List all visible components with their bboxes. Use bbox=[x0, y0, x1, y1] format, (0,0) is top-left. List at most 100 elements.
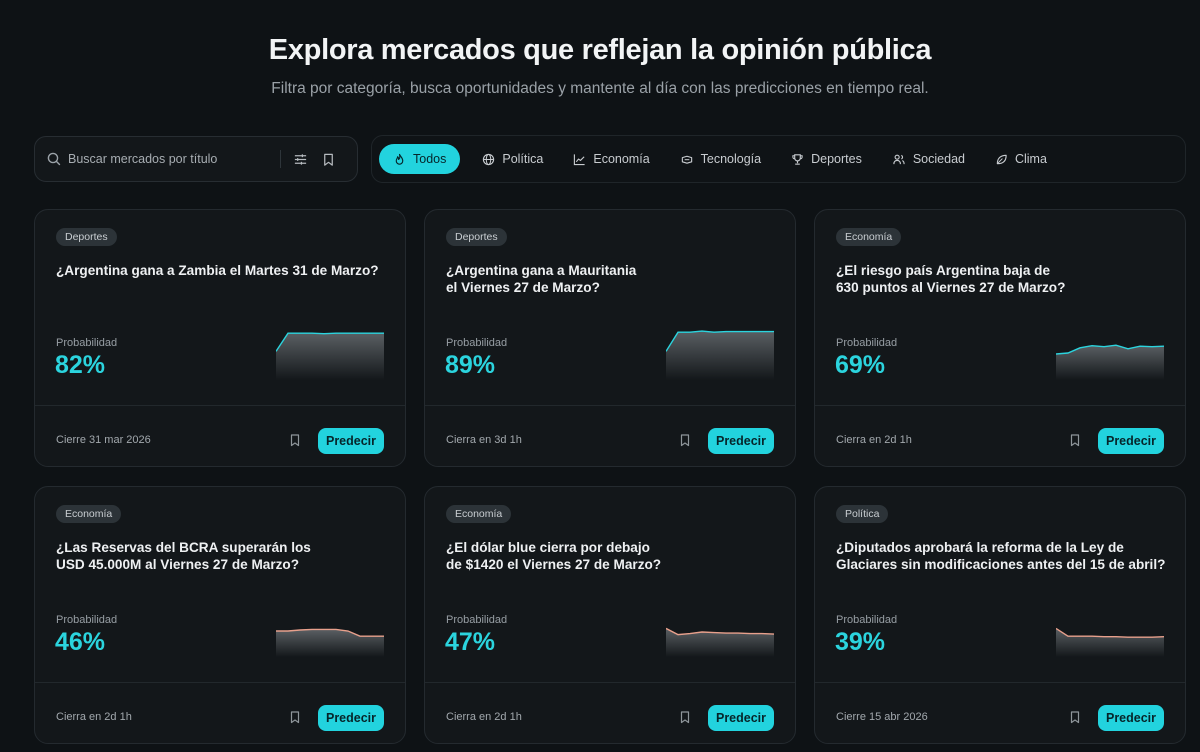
search-divider bbox=[280, 150, 281, 168]
sparkline-line bbox=[276, 332, 384, 352]
tab-label: Todos bbox=[413, 152, 447, 166]
probability-label: Probabilidad bbox=[836, 337, 898, 349]
line-chart-icon bbox=[574, 153, 585, 165]
leaf-icon bbox=[996, 154, 1007, 164]
card-divider bbox=[815, 405, 1185, 406]
market-card[interactable]: Economía ¿El dólar blue cierra por debaj… bbox=[424, 486, 796, 744]
filter-button[interactable] bbox=[291, 150, 309, 168]
close-date: Cierra en 2d 1h bbox=[446, 711, 522, 723]
tab-label: Política bbox=[502, 152, 544, 166]
probability-label: Probabilidad bbox=[446, 337, 508, 349]
market-title[interactable]: ¿Argentina gana a Mauritania el Viernes … bbox=[446, 263, 637, 295]
category-badge: Economía bbox=[836, 228, 902, 246]
search-bar bbox=[34, 136, 358, 182]
probability-value: 39% bbox=[835, 628, 886, 656]
bookmark-icon[interactable] bbox=[1068, 710, 1082, 724]
market-title[interactable]: ¿Las Reservas del BCRA superarán los USD… bbox=[56, 540, 311, 572]
probability-sparkline bbox=[1056, 344, 1164, 380]
card-divider bbox=[425, 405, 795, 406]
bookmark-icon[interactable] bbox=[288, 710, 302, 724]
bookmark-icon[interactable] bbox=[678, 433, 692, 447]
probability-sparkline bbox=[1056, 627, 1164, 657]
tab-politica[interactable]: Política bbox=[470, 144, 555, 174]
tab-sociedad[interactable]: Sociedad bbox=[880, 144, 977, 174]
tab-label: Clima bbox=[1014, 152, 1047, 166]
globe-icon bbox=[483, 153, 495, 165]
tab-label: Tecnología bbox=[700, 152, 762, 166]
flame-icon bbox=[395, 153, 404, 165]
bookmark-icon[interactable] bbox=[288, 433, 302, 447]
bookmark-icon[interactable] bbox=[1068, 433, 1082, 447]
category-badge: Política bbox=[836, 505, 889, 523]
category-badge: Deportes bbox=[446, 228, 507, 246]
probability-value: 69% bbox=[835, 351, 886, 379]
market-title[interactable]: ¿El riesgo país Argentina baja de 630 pu… bbox=[836, 263, 1066, 295]
probability-sparkline bbox=[666, 627, 774, 657]
category-badge: Economía bbox=[56, 505, 122, 523]
probability-label: Probabilidad bbox=[56, 614, 118, 626]
tab-label: Sociedad bbox=[912, 152, 965, 166]
users-icon bbox=[893, 154, 905, 164]
tab-clima[interactable]: Clima bbox=[983, 144, 1059, 174]
probability-sparkline bbox=[276, 332, 384, 380]
market-card[interactable]: Deportes ¿Argentina gana a Mauritania el… bbox=[424, 209, 796, 467]
market-title[interactable]: ¿Argentina gana a Zambia el Martes 31 de… bbox=[56, 263, 379, 278]
trophy-icon bbox=[792, 153, 803, 165]
close-date: Cierra en 2d 1h bbox=[836, 434, 912, 446]
predict-button[interactable]: Predecir bbox=[708, 705, 774, 731]
sparkline-line bbox=[1056, 627, 1164, 638]
chip-icon bbox=[681, 155, 692, 164]
tab-deportes[interactable]: Deportes bbox=[779, 144, 874, 174]
probability-value: 46% bbox=[55, 628, 106, 656]
market-card[interactable]: Deportes ¿Argentina gana a Zambia el Mar… bbox=[34, 209, 406, 467]
category-badge: Deportes bbox=[56, 228, 117, 246]
probability-sparkline bbox=[276, 628, 384, 657]
tab-economia[interactable]: Economía bbox=[561, 144, 661, 174]
close-date: Cierre 31 mar 2026 bbox=[56, 434, 151, 446]
sparkline-line bbox=[1056, 344, 1164, 355]
market-title[interactable]: ¿Diputados aprobará la reforma de la Ley… bbox=[836, 540, 1166, 572]
probability-label: Probabilidad bbox=[56, 337, 118, 349]
probability-value: 47% bbox=[445, 628, 496, 656]
predict-button[interactable]: Predecir bbox=[318, 428, 384, 454]
predict-button[interactable]: Predecir bbox=[1098, 705, 1164, 731]
probability-label: Probabilidad bbox=[446, 614, 508, 626]
tab-todos[interactable]: Todos bbox=[379, 144, 461, 174]
market-title[interactable]: ¿El dólar blue cierra por debajo de $142… bbox=[446, 540, 662, 572]
tab-label: Economía bbox=[593, 152, 650, 166]
probability-sparkline bbox=[666, 330, 774, 380]
tab-label: Deportes bbox=[811, 152, 862, 166]
predict-button[interactable]: Predecir bbox=[708, 428, 774, 454]
sparkline-area bbox=[1056, 345, 1164, 380]
close-date: Cierre 15 abr 2026 bbox=[836, 711, 928, 723]
probability-value: 89% bbox=[445, 351, 496, 379]
sliders-icon bbox=[294, 153, 306, 165]
category-badge: Economía bbox=[446, 505, 512, 523]
probability-label: Probabilidad bbox=[836, 614, 898, 626]
sparkline-area bbox=[666, 331, 774, 380]
predict-button[interactable]: Predecir bbox=[318, 705, 384, 731]
sparkline-area bbox=[666, 628, 774, 657]
sparkline-line bbox=[666, 627, 774, 636]
sparkline-area bbox=[276, 333, 384, 380]
card-divider bbox=[425, 682, 795, 683]
card-divider bbox=[35, 682, 405, 683]
tab-tecnologia[interactable]: Tecnología bbox=[668, 144, 773, 174]
market-card[interactable]: Economía ¿Las Reservas del BCRA superará… bbox=[34, 486, 406, 744]
card-divider bbox=[35, 405, 405, 406]
market-card[interactable]: Economía ¿El riesgo país Argentina baja … bbox=[814, 209, 1186, 467]
market-card[interactable]: Política ¿Diputados aprobará la reforma … bbox=[814, 486, 1186, 744]
category-tabs: Todos Política Economía Tecnología Depor… bbox=[371, 135, 1186, 183]
bookmark-icon bbox=[323, 153, 333, 166]
search-input[interactable] bbox=[68, 152, 268, 166]
card-divider bbox=[815, 682, 1185, 683]
probability-value: 82% bbox=[55, 351, 106, 379]
close-date: Cierra en 3d 1h bbox=[446, 434, 522, 446]
bookmark-icon[interactable] bbox=[678, 710, 692, 724]
predict-button[interactable]: Predecir bbox=[1098, 428, 1164, 454]
sparkline-area bbox=[1056, 628, 1164, 657]
sparkline-line bbox=[666, 330, 774, 352]
saved-filter-button[interactable] bbox=[319, 150, 337, 168]
search-icon bbox=[47, 152, 61, 166]
sparkline-line bbox=[276, 628, 384, 637]
